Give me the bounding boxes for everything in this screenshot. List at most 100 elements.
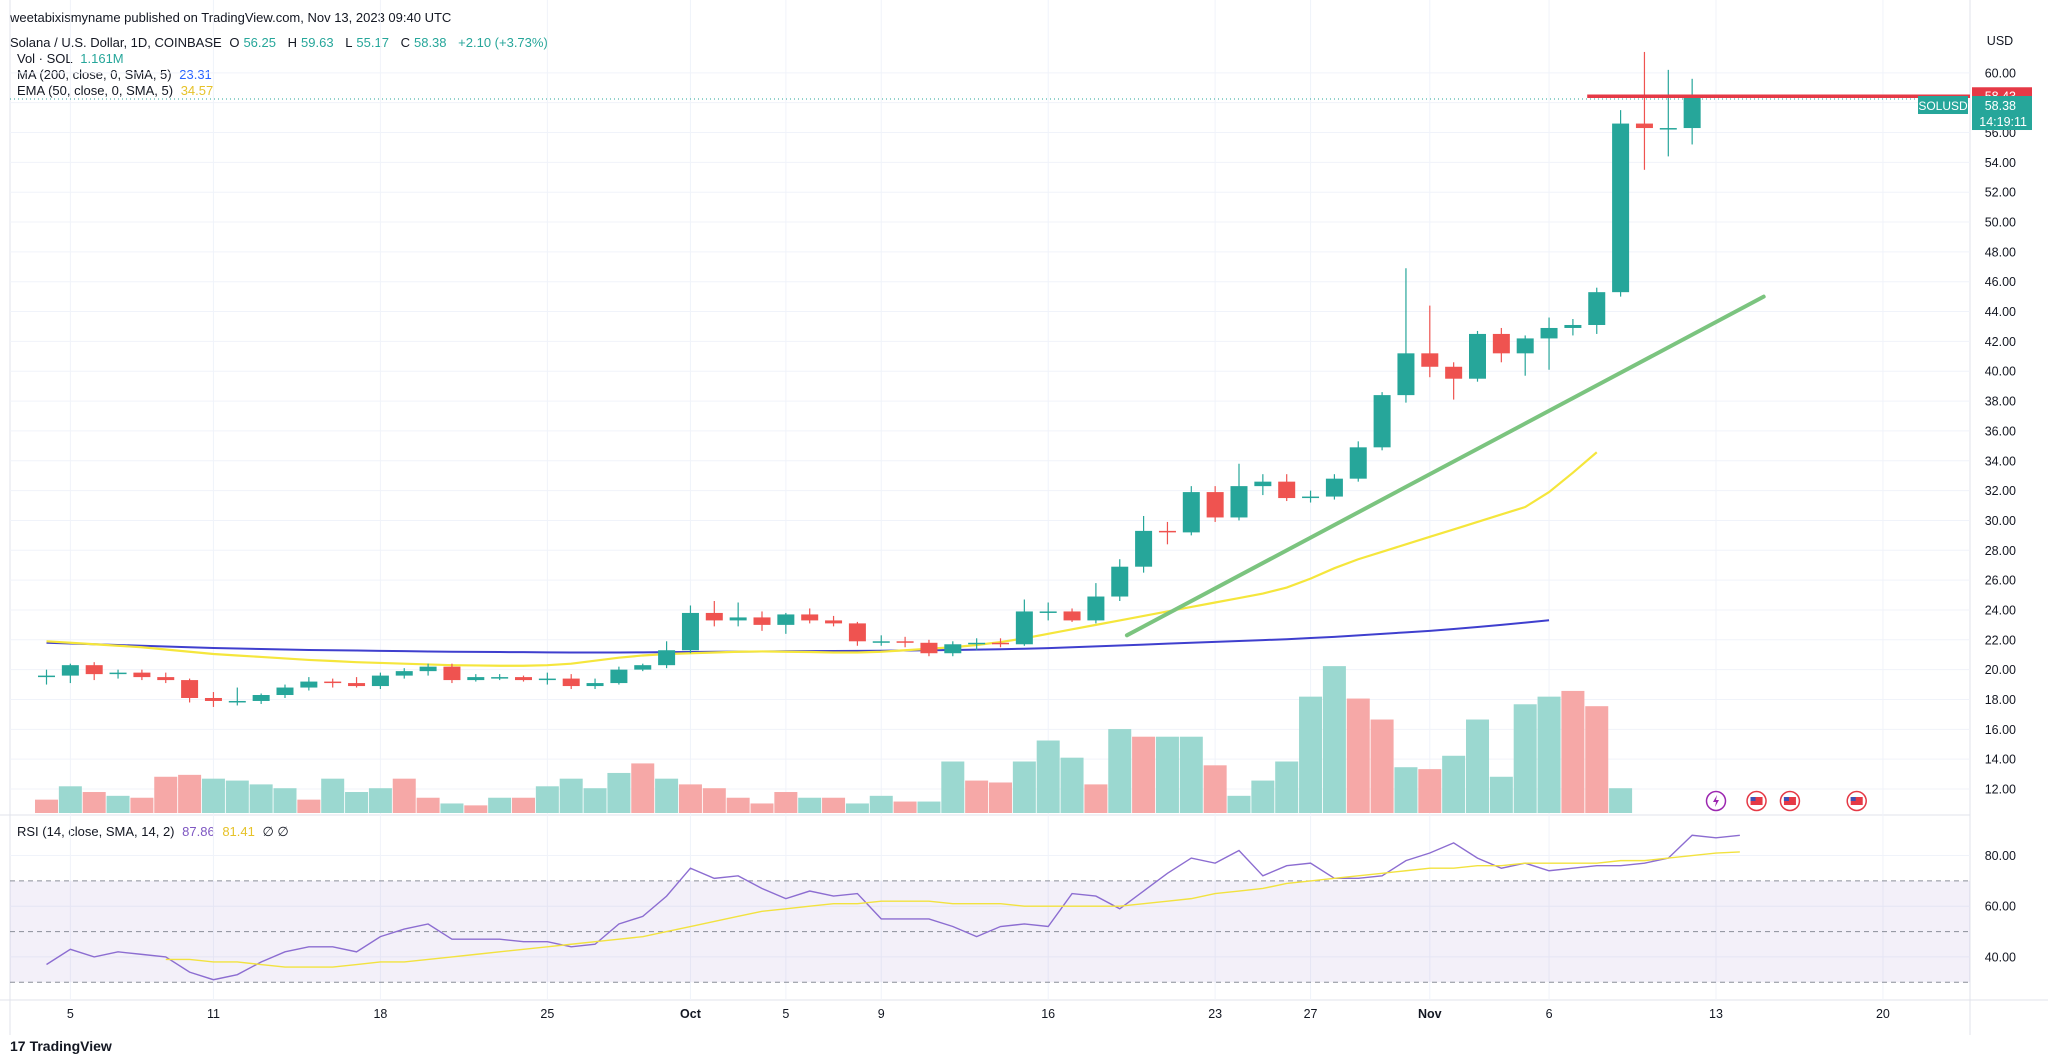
candle-body [825,620,843,624]
volume-bar [1561,690,1585,813]
candle-body [705,612,723,621]
volume-bar [368,788,392,813]
date-tick-label: 11 [207,1007,220,1021]
ma200-legend-row[interactable]: MA (200, close, 0, SMA, 5) 23.31 [17,67,216,82]
rsi-line [46,834,1740,981]
volume-bar [416,797,440,813]
price-tick-label: 44.00 [1985,305,2016,319]
ma200-value: 23.31 [179,67,212,82]
volume-bar [201,778,225,813]
axes-layer: 60.0058.0056.0054.0052.0050.0048.0046.00… [67,34,2032,1021]
price-tick-label: 26.00 [1985,574,2016,588]
volume-bar [1418,769,1442,813]
volume-bar [1132,736,1156,813]
price-tick-label: 30.00 [1985,514,2016,528]
volume-bar [1084,784,1108,813]
date-tick-label: 5 [67,1007,74,1021]
date-tick-label: 27 [1304,1007,1318,1021]
candle-body [443,666,461,681]
candle-body [586,683,604,687]
price-tick-label: 24.00 [1985,603,2016,617]
flag-stripes [1750,797,1763,805]
candle-body [109,672,127,675]
volume-bar [1155,736,1179,813]
tradingview-logo-icon: 17 [10,1038,26,1054]
price-tick-label: 34.00 [1985,454,2016,468]
volume-bar [1609,788,1633,813]
tradingview-brand[interactable]: 17 TradingView [10,1038,112,1054]
candle-body [300,681,318,688]
overlay-layer [10,94,1970,812]
volume-bar [512,797,535,813]
candle-body [371,675,389,687]
candle-body [1516,338,1534,354]
candle-body [1302,496,1320,499]
rsi-ma-value: 81.41 [222,824,255,839]
candle-body [801,614,819,621]
flag-canton [1750,797,1756,801]
volume-bar [1322,666,1346,813]
volume-bar [249,784,273,813]
volume-bar [1442,755,1466,813]
volume-bar [1394,767,1418,813]
ma200-label: MA (200, close, 0, SMA, 5) [17,67,172,82]
last-price-text: 58.38 [1985,99,2016,113]
volume-bar [631,763,655,813]
grid-layer [0,0,2048,1035]
published-note: weetabixismyname published on TradingVie… [10,10,452,25]
candle-body [467,677,485,681]
volume-bar [702,788,726,813]
volume-bar [154,776,178,813]
candle-body [1015,611,1033,645]
ema50-value: 34.57 [180,83,214,98]
volume-bar [678,784,702,813]
volume-bar [225,780,249,813]
price-tick-label: 50.00 [1985,216,2016,230]
volume-bar [917,801,941,813]
volume-bar [297,799,321,813]
volume-bar [345,792,369,813]
date-tick-label: 23 [1208,1007,1222,1021]
candle-body [538,678,556,681]
volume-bar [488,797,512,813]
ohlc-high: H 59.63 [287,35,334,50]
candle-body [610,669,628,684]
volume-bar [178,774,202,813]
candle-body [1135,530,1153,567]
candle-body [1063,611,1081,621]
price-tick-label: 12.00 [1985,783,2016,797]
volume-legend-row[interactable]: Vol · SOL 1.161M [17,51,128,66]
ema50-legend-row[interactable]: EMA (50, close, 0, SMA, 5) 34.57 [17,83,217,98]
volume-bar [106,795,130,813]
candle-body [848,623,866,642]
volume-value: 1.161M [80,51,124,66]
candle-body [1492,333,1510,354]
ema50-line [46,451,1598,667]
candle-body [324,681,342,684]
candle-body [1325,478,1343,497]
volume-bar [1275,761,1299,813]
candle-body [753,617,771,625]
indicator-lines [46,451,1598,667]
date-tick-label: 9 [878,1007,885,1021]
volume-bar [1012,761,1036,813]
symbol-badge-text: SOLUSD [1918,99,1968,113]
volume-bar [869,795,893,813]
price-tick-label: 54.00 [1985,156,2016,170]
brand-name: TradingView [29,1038,112,1054]
volume-bar [82,792,106,813]
candle-body [944,644,962,654]
rsi-pane [10,834,1970,983]
volume-layer [35,666,1633,813]
candle-body [1612,123,1630,293]
candle-body [1635,123,1653,129]
volume-bar [1513,704,1537,813]
candle-body [181,680,199,698]
rsi-legend-row[interactable]: RSI (14, close, SMA, 14, 2) 87.86 81.41 … [17,824,293,840]
candle-body [1230,486,1248,518]
candle-body [133,672,151,678]
symbol-title[interactable]: Solana / U.S. Dollar, 1D, COINBASE [10,35,222,50]
candle-body [1421,353,1439,367]
volume-bar [1537,696,1561,813]
